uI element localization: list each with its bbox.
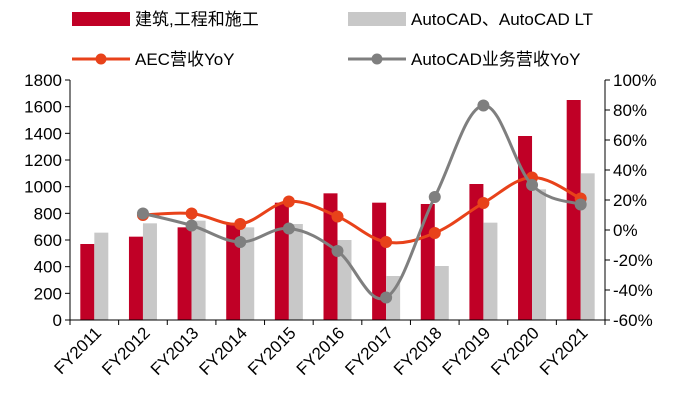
line-point-1-fy2012 xyxy=(136,207,149,220)
line-point-1-fy2014 xyxy=(234,236,247,248)
line-point-1-fy2015 xyxy=(282,222,295,235)
bar-1-fy2018 xyxy=(434,266,449,320)
line-point-1-fy2021 xyxy=(574,198,587,211)
x-tick-label-fy2012: FY2012 xyxy=(98,323,154,379)
y-left-tick-label: 600 xyxy=(34,231,62,250)
legend: 建筑,工程和施工 AutoCAD、AutoCAD LT AEC营收YoY AutoCA… xyxy=(72,10,593,69)
line-point-0-fy2014 xyxy=(234,218,247,230)
legend-item-line-0: AEC营收YoY xyxy=(72,50,235,69)
line-point-0-fy2015 xyxy=(282,195,295,208)
bar-0-fy2014 xyxy=(226,223,241,320)
line-series-1 xyxy=(142,104,582,301)
axes-group: 0 200 400 600 800 1000 1200 1400 1600 1800 -60% -40… xyxy=(24,71,656,379)
bar-1-fy2015 xyxy=(288,224,303,320)
y-left-tick-label: 800 xyxy=(34,204,62,223)
bar-0-fy2015 xyxy=(274,202,289,320)
bar-1-fy2021 xyxy=(580,173,595,320)
y-right-tick-label: 80% xyxy=(613,101,647,120)
line-series-0 xyxy=(142,175,582,245)
line-point-0-fy2016 xyxy=(331,210,344,223)
y-left-tick-label: 0 xyxy=(53,311,62,330)
bars-group xyxy=(80,100,595,320)
x-tick-label-fy2020: FY2020 xyxy=(487,323,543,379)
lines-group xyxy=(136,99,587,304)
bar-1-fy2020 xyxy=(532,189,547,320)
line-point-0-fy2018 xyxy=(428,227,441,239)
x-tick-label-fy2011: FY2011 xyxy=(51,323,106,378)
y-right-tick-label: 100% xyxy=(613,71,656,90)
bar-0-fy2012 xyxy=(128,236,143,320)
y-right-tick-label: -60% xyxy=(613,311,653,330)
x-tick-label-fy2018: FY2018 xyxy=(390,323,446,379)
line-point-0-fy2017 xyxy=(380,236,393,248)
x-tick-label-fy2014: FY2014 xyxy=(196,323,252,379)
y-left-tick-label: 1200 xyxy=(24,151,62,170)
y-left-tick-label: 1400 xyxy=(24,124,62,143)
legend-label-line-0: AEC营收YoY xyxy=(135,50,235,69)
y-right-tick-label: 20% xyxy=(613,191,647,210)
legend-swatch-bar-1 xyxy=(348,12,406,26)
legend-marker-0 xyxy=(95,53,107,65)
bar-0-fy2011 xyxy=(80,244,95,320)
line-point-0-fy2019 xyxy=(477,197,490,209)
bar-0-fy2013 xyxy=(177,227,192,320)
line-point-1-fy2019 xyxy=(477,99,490,112)
legend-label-line-1: AutoCAD业务营收YoY xyxy=(411,50,580,69)
line-point-1-fy2020 xyxy=(526,179,539,191)
y-left-tick-label: 1000 xyxy=(24,178,62,197)
y-right-tick-label: -20% xyxy=(613,251,653,270)
line-point-0-fy2013 xyxy=(185,207,198,220)
x-tick-label-fy2021: FY2021 xyxy=(536,323,592,379)
x-tick-label-fy2017: FY2017 xyxy=(341,323,397,379)
bar-1-fy2011 xyxy=(94,232,109,320)
bar-1-fy2014 xyxy=(240,227,255,320)
x-tick-label-fy2013: FY2013 xyxy=(147,323,203,379)
x-tick-label-fy2016: FY2016 xyxy=(293,323,349,379)
y-right-tick-label: 60% xyxy=(613,131,647,150)
bar-0-fy2019 xyxy=(469,184,484,320)
line-point-1-fy2013 xyxy=(185,219,198,232)
y-right-tick-label: -40% xyxy=(613,281,653,300)
legend-item-bar-1: AutoCAD、AutoCAD LT xyxy=(348,10,593,29)
bar-1-fy2012 xyxy=(142,223,157,320)
x-tick-label-fy2015: FY2015 xyxy=(244,323,300,379)
bar-1-fy2013 xyxy=(191,220,206,320)
line-point-1-fy2018 xyxy=(428,191,441,203)
y-left-tick-label: 200 xyxy=(34,284,62,303)
bar-0-fy2017 xyxy=(372,202,387,320)
line-point-1-fy2017 xyxy=(380,291,393,304)
legend-label-bar-1: AutoCAD、AutoCAD LT xyxy=(411,10,593,29)
legend-swatch-bar-0 xyxy=(72,12,130,26)
line-point-1-fy2016 xyxy=(331,245,344,257)
legend-item-line-1: AutoCAD业务营收YoY xyxy=(348,50,580,69)
bar-0-fy2016 xyxy=(323,193,338,320)
bar-1-fy2019 xyxy=(483,222,498,320)
legend-item-bar-0: 建筑,工程和施工 xyxy=(72,10,259,29)
y-left-tick-label: 1600 xyxy=(24,98,62,117)
x-tick-label-fy2019: FY2019 xyxy=(439,323,495,379)
y-right-tick-label: 0% xyxy=(613,221,638,240)
bar-0-fy2021 xyxy=(566,100,581,320)
y-left-tick-label: 400 xyxy=(34,258,62,277)
y-left-tick-label: 1800 xyxy=(24,71,62,90)
legend-label-bar-0: 建筑,工程和施工 xyxy=(135,10,259,29)
y-right-tick-label: 40% xyxy=(613,161,647,180)
legend-marker-1 xyxy=(371,53,383,65)
